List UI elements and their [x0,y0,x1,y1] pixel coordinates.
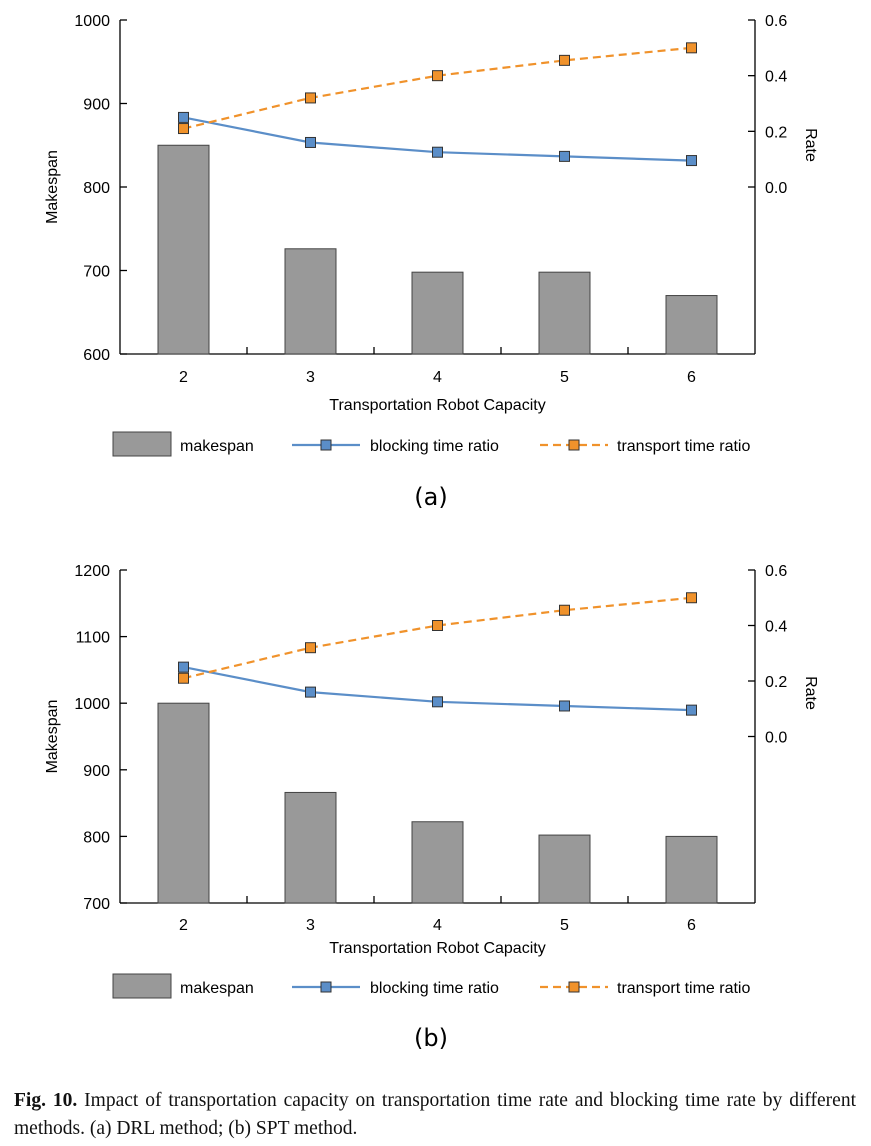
x-tick-label: 6 [687,369,696,386]
x-tick-label: 2 [179,369,188,386]
legend-swatch-makespan [112,431,172,457]
series-line-transport-time-ratio [183,46,692,130]
x-tick-label: 3 [306,917,315,934]
point-transport-time-ratio-4 [432,620,443,631]
point-transport-time-ratio-6 [686,42,697,54]
x-tick-label: 3 [306,369,315,386]
x-axis-title: Transportation Robot Capacity [329,397,545,414]
legend-label-transport-time-ratio: transport time ratio [617,980,750,997]
point-blocking-time-ratio-2 [178,111,189,123]
bar-makespan-5 [538,271,591,355]
legend: makespan blocking time ratio transport tim… [112,973,750,999]
left-tick-label: 1200 [74,563,110,580]
legend: makespan blocking time ratio transport tim… [112,431,750,457]
point-blocking-time-ratio-3 [305,686,316,698]
chart-panel-b: 700 800 900 1000 1100 1200 0.0 0.2 0.4 0.6 2 3 4 5 6 Tr… [44,563,819,1052]
right-tick-label: 0.6 [765,13,787,30]
figure-caption: Fig. 10. Impact of transportation capaci… [14,1087,856,1143]
left-tick-label: 800 [83,180,110,197]
bar-makespan-5 [538,834,591,904]
left-tick-label: 1000 [74,696,110,713]
left-tick-label: 700 [83,264,110,281]
bar-makespan-3 [284,791,337,904]
right-tick-label: 0.2 [765,124,787,141]
right-axis-title: Rate [802,676,819,710]
subfigure-label: (a) [414,483,447,511]
legend-swatch-makespan [112,973,172,999]
left-axis-title: Makespan [44,700,61,774]
legend-label-makespan: makespan [180,438,254,455]
x-tick-label: 5 [560,917,569,934]
bar-makespan-3 [284,248,337,355]
right-tick-label: 0.4 [765,69,787,86]
right-tick-label: 0.6 [765,563,787,580]
x-tick-label: 4 [433,369,442,386]
left-tick-label: 1000 [74,13,110,30]
point-transport-time-ratio-3 [305,642,316,654]
legend-label-transport-time-ratio: transport time ratio [617,438,750,455]
legend-label-blocking-time-ratio: blocking time ratio [370,980,499,997]
chart-panel-a: 600 700 800 900 1000 0.0 0.2 0.4 0.6 2 3 4 5 6 Transpo… [44,13,819,511]
left-tick-label: 600 [83,347,110,364]
legend-marker-blocking-time-ratio [320,439,332,451]
point-blocking-time-ratio-3 [305,136,316,148]
point-transport-time-ratio-5 [559,54,570,66]
caption-text: Impact of transportation capacity on tra… [14,1090,856,1139]
bar-makespan-6 [665,835,718,904]
x-tick-label: 4 [433,917,442,934]
bar-makespan-4 [411,271,464,355]
legend-marker-transport-time-ratio [568,981,580,993]
point-blocking-time-ratio-2 [178,661,189,673]
x-tick-label: 6 [687,917,696,934]
left-tick-label: 1100 [76,630,111,647]
right-axis-title: Rate [802,128,819,162]
figure-canvas: 600 700 800 900 1000 0.0 0.2 0.4 0.6 2 3 4 5 6 Transpo… [44,13,819,1052]
left-tick-label: 800 [83,829,110,846]
point-blocking-time-ratio-4 [432,146,443,158]
point-transport-time-ratio-3 [305,92,316,104]
point-blocking-time-ratio-5 [559,700,570,712]
right-tick-label: 0.0 [765,180,787,197]
left-tick-label: 900 [83,763,110,780]
legend-label-blocking-time-ratio: blocking time ratio [370,438,499,455]
point-transport-time-ratio-6 [686,592,697,604]
left-tick-label: 900 [83,97,110,114]
left-tick-label: 700 [83,896,110,913]
point-transport-time-ratio-2 [178,672,189,684]
x-tick-label: 5 [560,369,569,386]
bar-makespan-6 [665,295,718,355]
point-blocking-time-ratio-6 [686,704,697,716]
point-transport-time-ratio-4 [432,70,443,82]
point-transport-time-ratio-5 [559,604,570,616]
point-transport-time-ratio-2 [178,123,189,135]
right-tick-label: 0.0 [765,730,787,747]
point-blocking-time-ratio-6 [686,155,697,167]
subfigure-label: (b) [414,1024,448,1052]
x-tick-label: 2 [179,917,188,934]
bar-makespan-2 [157,702,210,904]
left-axis-title: Makespan [44,150,61,224]
bar-makespan-4 [411,821,464,904]
legend-marker-blocking-time-ratio [320,981,332,993]
point-blocking-time-ratio-4 [432,696,443,708]
right-tick-label: 0.4 [765,619,787,636]
series-line-transport-time-ratio [183,596,692,680]
x-axis-title: Transportation Robot Capacity [329,940,545,957]
legend-label-makespan: makespan [180,980,254,997]
right-tick-label: 0.2 [765,674,787,691]
caption-label: Fig. 10. [14,1090,78,1111]
bar-makespan-2 [157,144,210,355]
legend-marker-transport-time-ratio [568,439,580,451]
point-blocking-time-ratio-5 [559,150,570,162]
